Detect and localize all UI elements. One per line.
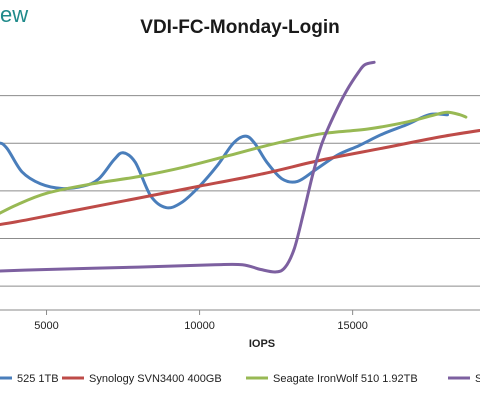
- x-axis-ticks: 5000100001500020000: [34, 310, 368, 332]
- series-line: [0, 60, 376, 274]
- x-tick-label: 10000: [184, 320, 215, 332]
- x-axis-label: IOPS: [249, 338, 275, 350]
- series-line: [0, 110, 468, 215]
- legend-label: 525 1TB: [17, 373, 59, 385]
- series-line: [0, 128, 480, 227]
- legend-label: Synology SVN3400 400GB: [89, 373, 222, 385]
- chart-title: VDI-FC-Monday-Login: [140, 17, 339, 38]
- brand-logo-fragment: ew: [0, 2, 29, 27]
- gridlines: [0, 95, 480, 287]
- series-line: [0, 112, 449, 210]
- legend: 525 1TB Synology SVN3400 400GB Seagate Iro…: [0, 373, 480, 385]
- legend-label: S: [475, 373, 480, 385]
- x-tick-label: 15000: [337, 320, 368, 332]
- x-tick-label: 5000: [34, 320, 58, 332]
- series-lines: [0, 60, 480, 274]
- legend-label: Seagate IronWolf 510 1.92TB: [273, 373, 418, 385]
